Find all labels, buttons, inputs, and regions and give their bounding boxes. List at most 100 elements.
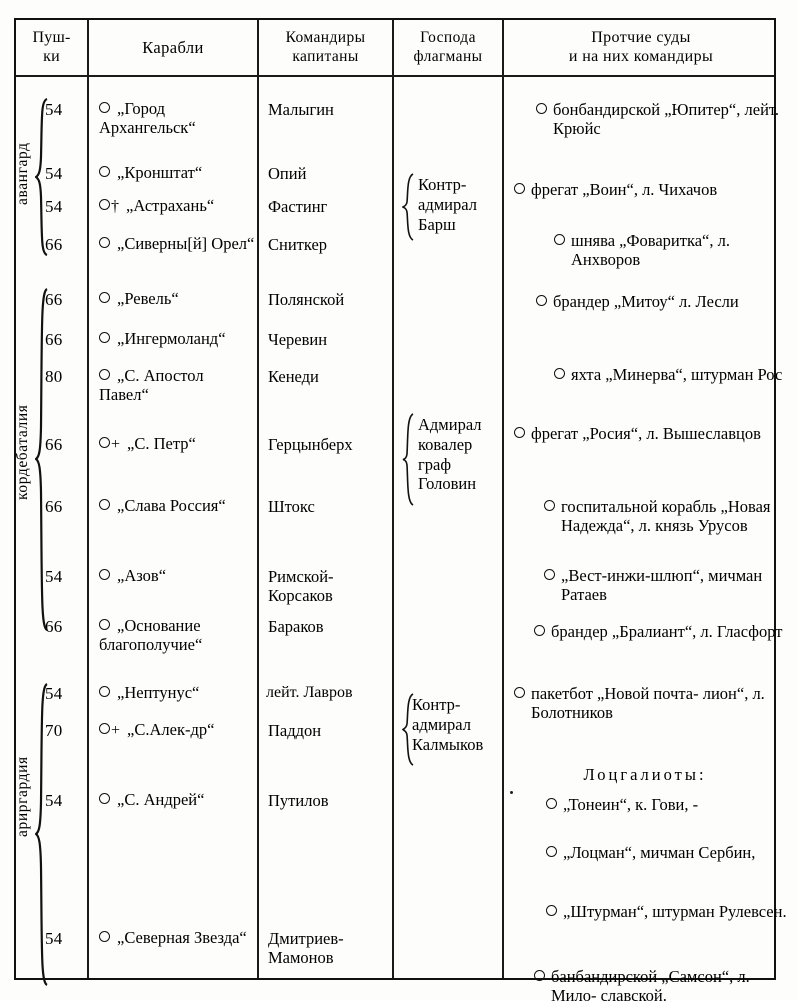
circle-icon (514, 183, 525, 194)
column-header-flagmen-line2: флагманы (413, 47, 483, 65)
ship-entry: „Нептунус“ (99, 683, 255, 703)
table-frame: Пуш- ки Карабли Командиры капитаны Госпо… (14, 18, 787, 1005)
circle-icon (99, 499, 110, 510)
flagman-barsh: Контр- адмирал Барш (418, 175, 477, 234)
other-ship-text: фрегат „Росия“, л. Вышеславцов (531, 424, 761, 443)
other-ship-entry: брандер „Митоу“ л. Лесли (536, 292, 797, 311)
other-ship-text: яхта „Минерва“, штурман Рос (571, 365, 783, 384)
group-brace-kordebatalia (35, 287, 48, 632)
guns-value: 54 (45, 929, 63, 948)
flagman-brace-kalmykov (402, 692, 414, 767)
group-brace-avangard (35, 97, 48, 257)
captain-name: Опий (268, 164, 307, 183)
guns-value: 80 (45, 367, 63, 386)
other-ship-entry: „Лоцман“, мичман Сербин, (546, 843, 798, 862)
other-ship-entry: фрегат „Воин“, л. Чихачов (514, 180, 798, 199)
captain-name: Путилов (268, 791, 329, 810)
column-header-other-line2: и на них командиры (568, 47, 714, 65)
circle-icon (99, 332, 110, 343)
guns-value: 54 (45, 164, 63, 183)
column-divider-flagmen (502, 20, 504, 978)
section-label-arirgardia: ариргардия (14, 756, 31, 838)
guns-value: 70 (45, 721, 63, 740)
ship-name: „Нептунус“ (117, 683, 200, 702)
circle-icon (99, 237, 110, 248)
captain-name: Дмитриев- Мамонов (268, 929, 344, 968)
column-header-captains-line1: Командиры (285, 29, 366, 47)
column-header-ships: Карабли (89, 20, 257, 75)
ship-name: „С. Петр“ (127, 434, 196, 453)
other-ship-text: „Лоцман“, мичман Сербин, (563, 843, 756, 862)
captain-name: Штокс (268, 497, 315, 516)
group-brace-arirgardia (35, 682, 48, 987)
ship-name: „Ревель“ (117, 289, 179, 308)
circle-icon (99, 619, 110, 630)
ship-name: „Основание благополучие“ (99, 616, 203, 654)
other-ship-text: „Вест-инжи-шлюп“, мичман Ратаев (561, 566, 763, 605)
circle-icon (99, 369, 110, 380)
ship-entry: + „С.Алек-др“ (99, 720, 255, 740)
guns-value: 54 (45, 197, 63, 216)
section-label-kordebatalia: кордебаталия (14, 404, 31, 500)
ship-entry: „Ревель“ (99, 289, 255, 309)
circle-icon (99, 199, 110, 210)
ship-entry: „С. Апостол Павел“ (99, 366, 255, 405)
circle-icon (99, 102, 110, 113)
circle-icon (99, 931, 110, 942)
captain-name: Малыгин (268, 100, 334, 119)
other-group-title: Лоцгалиоты: (583, 765, 707, 784)
column-header-guns-line1: Пуш- (32, 28, 71, 46)
circle-icon (536, 295, 547, 306)
stray-ink-dot (510, 791, 513, 794)
ship-name: „Астрахань“ (126, 196, 215, 215)
section-label-avangard: авангард (14, 142, 31, 206)
circle-icon (544, 569, 555, 580)
other-ship-text: шнява „Фоваритка“, л. Анхворов (571, 231, 730, 270)
column-divider-ships (257, 20, 259, 978)
guns-value: 66 (45, 235, 63, 254)
other-ship-entry: яхта „Минерва“, штурман Рос (554, 365, 798, 384)
ship-name: „Азов“ (117, 566, 167, 585)
ship-entry: „Ингермоланд“ (99, 329, 255, 349)
captain-name: Кенеди (268, 367, 319, 386)
cross-icon: + (111, 436, 121, 453)
captain-name: Герцынберх (268, 435, 353, 454)
ship-entry: „Слава Россия“ (99, 496, 255, 516)
ship-name: „С. Андрей“ (117, 790, 205, 809)
guns-value: 66 (45, 290, 63, 309)
other-ship-text: пакетбот „Новой почта- лион“, л. Болотни… (531, 684, 765, 723)
other-ship-entry: пакетбот „Новой почта- лион“, л. Болотни… (514, 684, 798, 722)
circle-icon (99, 723, 110, 734)
column-header-other-line1: Протчие суды (591, 28, 691, 46)
ship-entry: „Город Архангельск“ (99, 99, 255, 138)
column-header-guns: Пуш- ки (16, 20, 87, 75)
ship-entry: „Сиверны[й] Орел“ (99, 234, 255, 254)
circle-icon (514, 427, 525, 438)
other-ship-entry: „Вест-инжи-шлюп“, мичман Ратаев (544, 566, 798, 604)
other-ship-text: брандер „Бралиант“, л. Гласфорт (551, 622, 783, 641)
ship-name: „Кронштат“ (117, 163, 203, 182)
other-ship-entry: „Тонеин“, к. Гови, - (546, 795, 798, 814)
column-divider-captains (392, 20, 394, 978)
column-header-guns-line2: ки (43, 47, 60, 65)
other-ship-entry: фрегат „Росия“, л. Вышеславцов (514, 424, 798, 443)
ship-entry: „Основание благополучие“ (99, 616, 255, 655)
ship-entry: + „С. Петр“ (99, 434, 255, 454)
column-header-other-ships: Протчие суды и на них командиры (504, 20, 778, 75)
circle-icon (546, 846, 557, 857)
flagman-kalmykov: Контр- адмирал Калмыков (412, 695, 484, 754)
column-header-flagmen: Господа флагманы (394, 20, 502, 75)
ship-name: „С. Апостол Павел“ (99, 366, 204, 404)
guns-value: 54 (45, 567, 63, 586)
ship-entry: „Кронштат“ (99, 163, 255, 183)
ship-name: „Слава Россия“ (117, 496, 226, 515)
captain-name: Фастинг (268, 197, 328, 216)
other-ship-entry: бонбандирской „Юпитер“, лейт. Крюйс (536, 100, 797, 138)
captain-name: Сниткер (268, 235, 328, 254)
circle-icon (99, 166, 110, 177)
captain-name: лейт. Лавров (266, 684, 353, 701)
column-header-captains: Командиры капитаны (259, 20, 392, 75)
column-header-captains-line2: капитаны (292, 47, 359, 65)
table-body: авангард кордебаталия ариргардия (14, 77, 787, 1005)
other-ship-text: бонбандирской „Юпитер“, лейт. Крюйс (553, 100, 779, 139)
